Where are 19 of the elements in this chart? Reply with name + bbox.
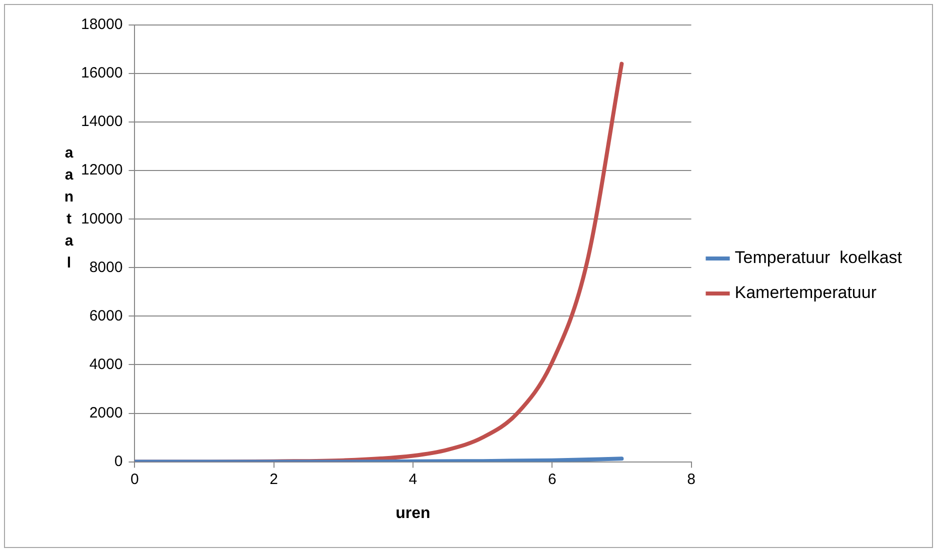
y-tick-label: 10000 [80, 210, 123, 228]
y-axis-title: aantal [64, 144, 74, 272]
x-tick-label: 6 [548, 470, 556, 488]
legend-label: Kamertemperatuur [734, 283, 877, 302]
x-tick-label: 4 [408, 470, 418, 488]
x-tick-label: 0 [130, 470, 139, 488]
y-tick-label: 0 [114, 452, 123, 470]
y-tick-label: 14000 [80, 113, 123, 130]
y-tick-label: 16000 [80, 64, 123, 82]
y-tick-label: 18000 [80, 16, 123, 34]
y-tick-label: 2000 [89, 404, 123, 422]
x-axis-title: uren [396, 504, 430, 522]
x-tick-label: 2 [270, 470, 278, 488]
x-tick-label: 8 [687, 470, 696, 488]
y-tick-label: 8000 [89, 258, 123, 276]
y-tick-label: 12000 [80, 162, 123, 179]
y-tick-label: 6000 [89, 307, 123, 324]
y-tick-label: 4000 [89, 356, 123, 373]
legend-label: Temperatuur koelkast [734, 248, 902, 268]
